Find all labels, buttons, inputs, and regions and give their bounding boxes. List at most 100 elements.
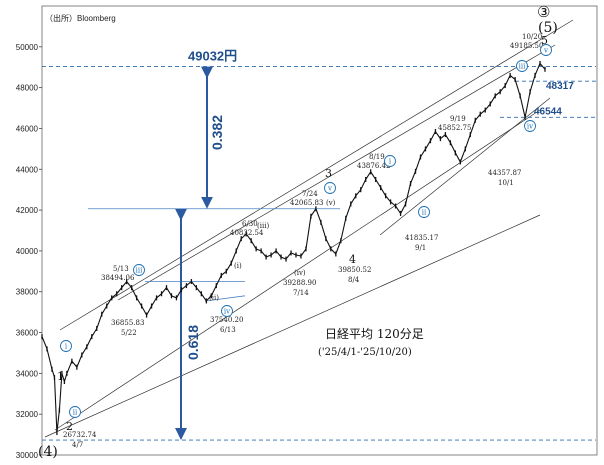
annotation-date: 6/30 — [242, 220, 258, 228]
wave-1: 1 — [57, 370, 64, 383]
annotation-date: 6/13 — [220, 326, 236, 334]
y-tick-label: 50000 — [16, 43, 39, 52]
wave-circle-text: ⅰ — [389, 158, 392, 166]
price-annotation: 39288.90 7/14 — [283, 279, 316, 297]
price-annotation: 39850.52 8/4 — [338, 266, 371, 284]
wave-circle — [524, 120, 536, 132]
annotation-value: 39288.90 — [283, 279, 316, 287]
wave-paren-iv: (ⅳ) — [294, 269, 306, 277]
annotation-date: 8/19 — [369, 153, 385, 161]
wave-circle — [324, 182, 336, 194]
annotation-value: 41835.17 — [405, 234, 438, 242]
price-annotation: 26732.74 4/7 — [63, 431, 97, 449]
trend-channel-line — [44, 214, 541, 438]
annotation-date: 10/1 — [498, 179, 514, 187]
wave-circle — [60, 340, 72, 352]
wave-circle — [133, 264, 145, 276]
y-tick-label: 48000 — [16, 84, 39, 93]
y-tick-label: 46000 — [16, 124, 39, 133]
trend-channel-line — [59, 19, 574, 331]
wave-3: 3 — [325, 167, 332, 180]
annotation-date: 9/1 — [415, 244, 426, 252]
annotation-value: 42065.83 — [290, 199, 323, 207]
annotation-date: 8/4 — [348, 276, 360, 284]
plot-frame — [41, 5, 598, 456]
y-tick-label: 36000 — [16, 329, 39, 338]
wave-paren-v: (ⅴ) — [326, 199, 336, 207]
wave-circle-text: ⅰ — [65, 343, 68, 351]
wave-circle-text: ⅴ — [543, 47, 548, 55]
annotation-date: 7/24 — [302, 190, 318, 198]
annotation-value: 38494.06 — [101, 274, 135, 282]
wave-i-2: ⅰ — [384, 155, 396, 167]
annotation-value: 49185.50 — [510, 42, 543, 50]
wave-ii-1: ⅱ — [69, 406, 81, 418]
price-annotation: 36855.83 5/22 — [111, 319, 144, 337]
level-label-46544: 46544 — [534, 106, 562, 117]
annotation-date: 4/7 — [72, 441, 83, 449]
wave-circle-text: ⅱ — [422, 209, 427, 217]
price-annotation: 41835.17 9/1 — [405, 234, 438, 252]
chart-subtitle: ('25/4/1-'25/10/20) — [318, 347, 412, 358]
price-annotation: 44357.87 10/1 — [488, 169, 521, 187]
wave-iv-2: ⅳ — [524, 120, 536, 132]
y-tick-label: 38000 — [16, 288, 39, 297]
wave-major-5: (5) — [538, 20, 558, 36]
wave-circle — [221, 305, 233, 317]
wave-major-3: ③ — [537, 3, 550, 21]
wave-iv-1: ⅳ — [221, 305, 233, 317]
wave-circle-text: ⅳ — [527, 123, 534, 131]
wave-paren-ii: (ⅱ) — [209, 294, 219, 302]
wave-circle — [384, 155, 396, 167]
wave-5: 5 — [541, 34, 548, 47]
ratio-0618: 0.618 — [185, 325, 201, 360]
annotation-value: 39850.52 — [338, 266, 371, 274]
y-tick-label: 40000 — [16, 247, 39, 256]
wave-circle-text: ⅲ — [136, 267, 143, 275]
trend-channel-line — [379, 97, 551, 236]
annotation-value: 26732.74 — [63, 431, 97, 439]
wave-circle — [418, 206, 430, 218]
wave-v-2: ⅴ — [540, 44, 552, 56]
annotation-date: 5/13 — [113, 265, 129, 273]
trend-channel-line — [54, 109, 541, 431]
annotation-date: 10/20 — [522, 33, 542, 41]
ratio-0382: 0.382 — [209, 115, 225, 150]
wave-iii-2: ⅲ — [516, 60, 528, 72]
level-label-49032: 49032円 — [188, 49, 237, 64]
source-note: （出所）Bloomberg — [45, 13, 116, 23]
wave-circle-text: ⅴ — [327, 185, 332, 193]
wave-i-1: ⅰ — [60, 340, 72, 352]
annotation-date: 5/22 — [121, 329, 137, 337]
wave-paren-iii: (ⅲ) — [257, 222, 269, 230]
wave-circle-text: ⅲ — [519, 63, 526, 71]
y-tick-label: 30000 — [16, 451, 39, 460]
annotation-value: 36855.83 — [111, 319, 144, 327]
trend-channel-line — [117, 44, 556, 301]
annotation-value: 44357.87 — [488, 169, 521, 177]
y-tick-label: 32000 — [16, 410, 39, 419]
wave-circle — [540, 44, 552, 56]
wave-2: 2 — [66, 420, 73, 433]
y-tick-label: 42000 — [16, 206, 39, 215]
wave-major-4: (4) — [38, 444, 58, 460]
annotation-value: 43876.42 — [357, 162, 390, 170]
wave-circle-text: ⅳ — [224, 308, 231, 316]
wave-circle — [69, 406, 81, 418]
chart-title: 日経平均 120分足 — [325, 327, 424, 341]
y-tick-label: 44000 — [16, 165, 39, 174]
wave-paren-i: (ⅰ) — [234, 262, 242, 270]
annotation-value: 40832.54 — [230, 229, 264, 237]
wave-circle-text: ⅱ — [73, 409, 78, 417]
wave-ii-2: ⅱ — [418, 206, 430, 218]
wave-circle — [516, 60, 528, 72]
ref-line-small — [204, 295, 246, 302]
